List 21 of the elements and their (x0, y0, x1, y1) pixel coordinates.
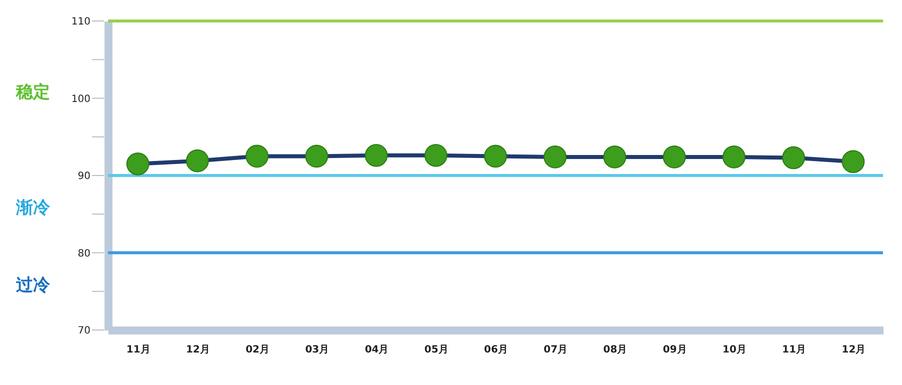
y-tick-label: 90 (78, 171, 90, 182)
x-tick-label: 12月 (842, 344, 866, 356)
x-tick-label: 06月 (484, 344, 508, 356)
x-tick-label: 11月 (126, 344, 150, 356)
y-tick-label: 70 (78, 326, 90, 336)
x-tick-label: 11月 (782, 344, 806, 356)
x-tick-label: 03月 (305, 344, 330, 356)
x-tick-label: 02月 (246, 344, 270, 356)
x-tick-label: 10月 (722, 344, 746, 356)
y-tick-label: 100 (71, 94, 90, 105)
text: 稳定 (15, 82, 50, 102)
x-tick-label: 12月 (186, 344, 210, 356)
y-tick-label: 110 (71, 16, 90, 28)
x-tick-label: 04月 (364, 344, 389, 356)
text: 过冷 (15, 275, 51, 296)
x-tick-label: 08月 (603, 344, 628, 356)
x-tick-label: 07月 (544, 344, 568, 356)
x-tick-label: 05月 (424, 344, 448, 356)
text: 渐冷 (15, 198, 51, 218)
y-tick-label: 80 (78, 248, 90, 260)
x-tick-label: 09月 (662, 344, 687, 356)
